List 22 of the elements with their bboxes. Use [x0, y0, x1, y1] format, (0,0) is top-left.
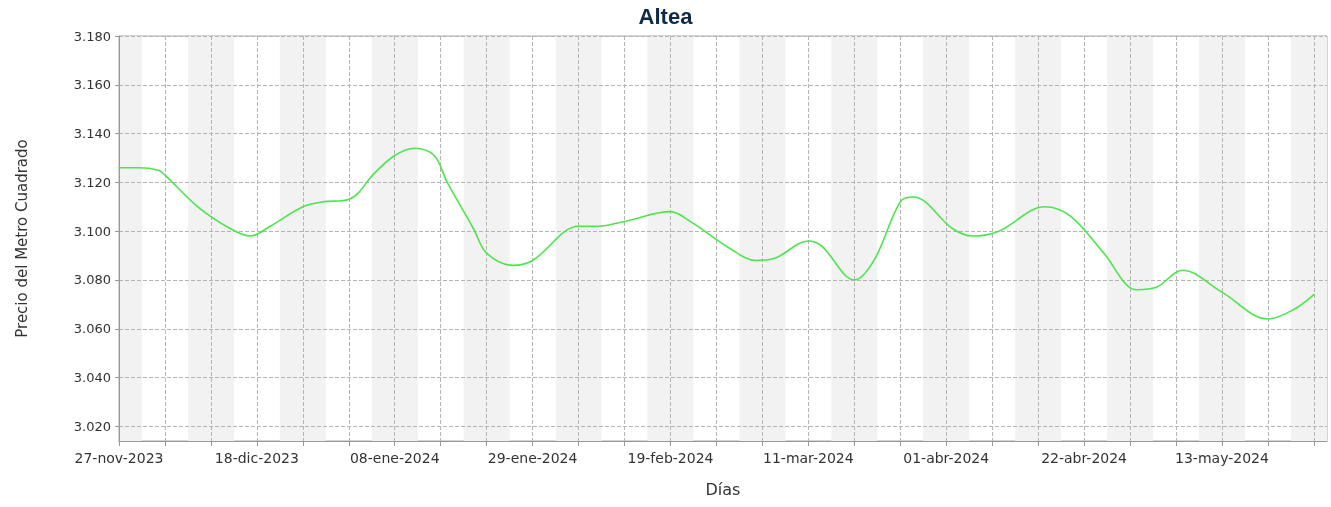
line-series — [118, 147, 1315, 320]
x-axis-title: Días — [705, 479, 741, 499]
y-tick-label: 3.120 — [73, 174, 111, 190]
x-tick-label: 08-ene-2024 — [349, 450, 440, 466]
y-tick-label: 3.100 — [73, 223, 111, 239]
x-tick-label: 22-abr-2024 — [1041, 450, 1128, 466]
x-tick-label: 18-dic-2023 — [214, 450, 299, 466]
x-tick-label: 19-feb-2024 — [627, 450, 714, 466]
y-tick-label: 3.080 — [73, 272, 111, 288]
y-tick-label: 3.040 — [73, 370, 111, 386]
y-tick-label: 3.180 — [73, 28, 111, 44]
x-tick-label: 29-ene-2024 — [487, 450, 578, 466]
y-axis-title: Precio del Metro Cuadrado — [12, 139, 31, 338]
x-tick-label: 01-abr-2024 — [903, 450, 990, 466]
x-tick-label: 11-mar-2024 — [763, 450, 854, 466]
y-tick-label: 3.140 — [73, 126, 111, 142]
chart-title: Altea — [638, 3, 694, 29]
x-tick-label: 13-may-2024 — [1175, 450, 1269, 466]
y-tick-label: 3.160 — [73, 77, 111, 93]
y-tick-label: 3.020 — [73, 418, 111, 434]
y-tick-label: 3.060 — [73, 321, 111, 337]
x-tick-label: 27-nov-2023 — [74, 450, 164, 466]
